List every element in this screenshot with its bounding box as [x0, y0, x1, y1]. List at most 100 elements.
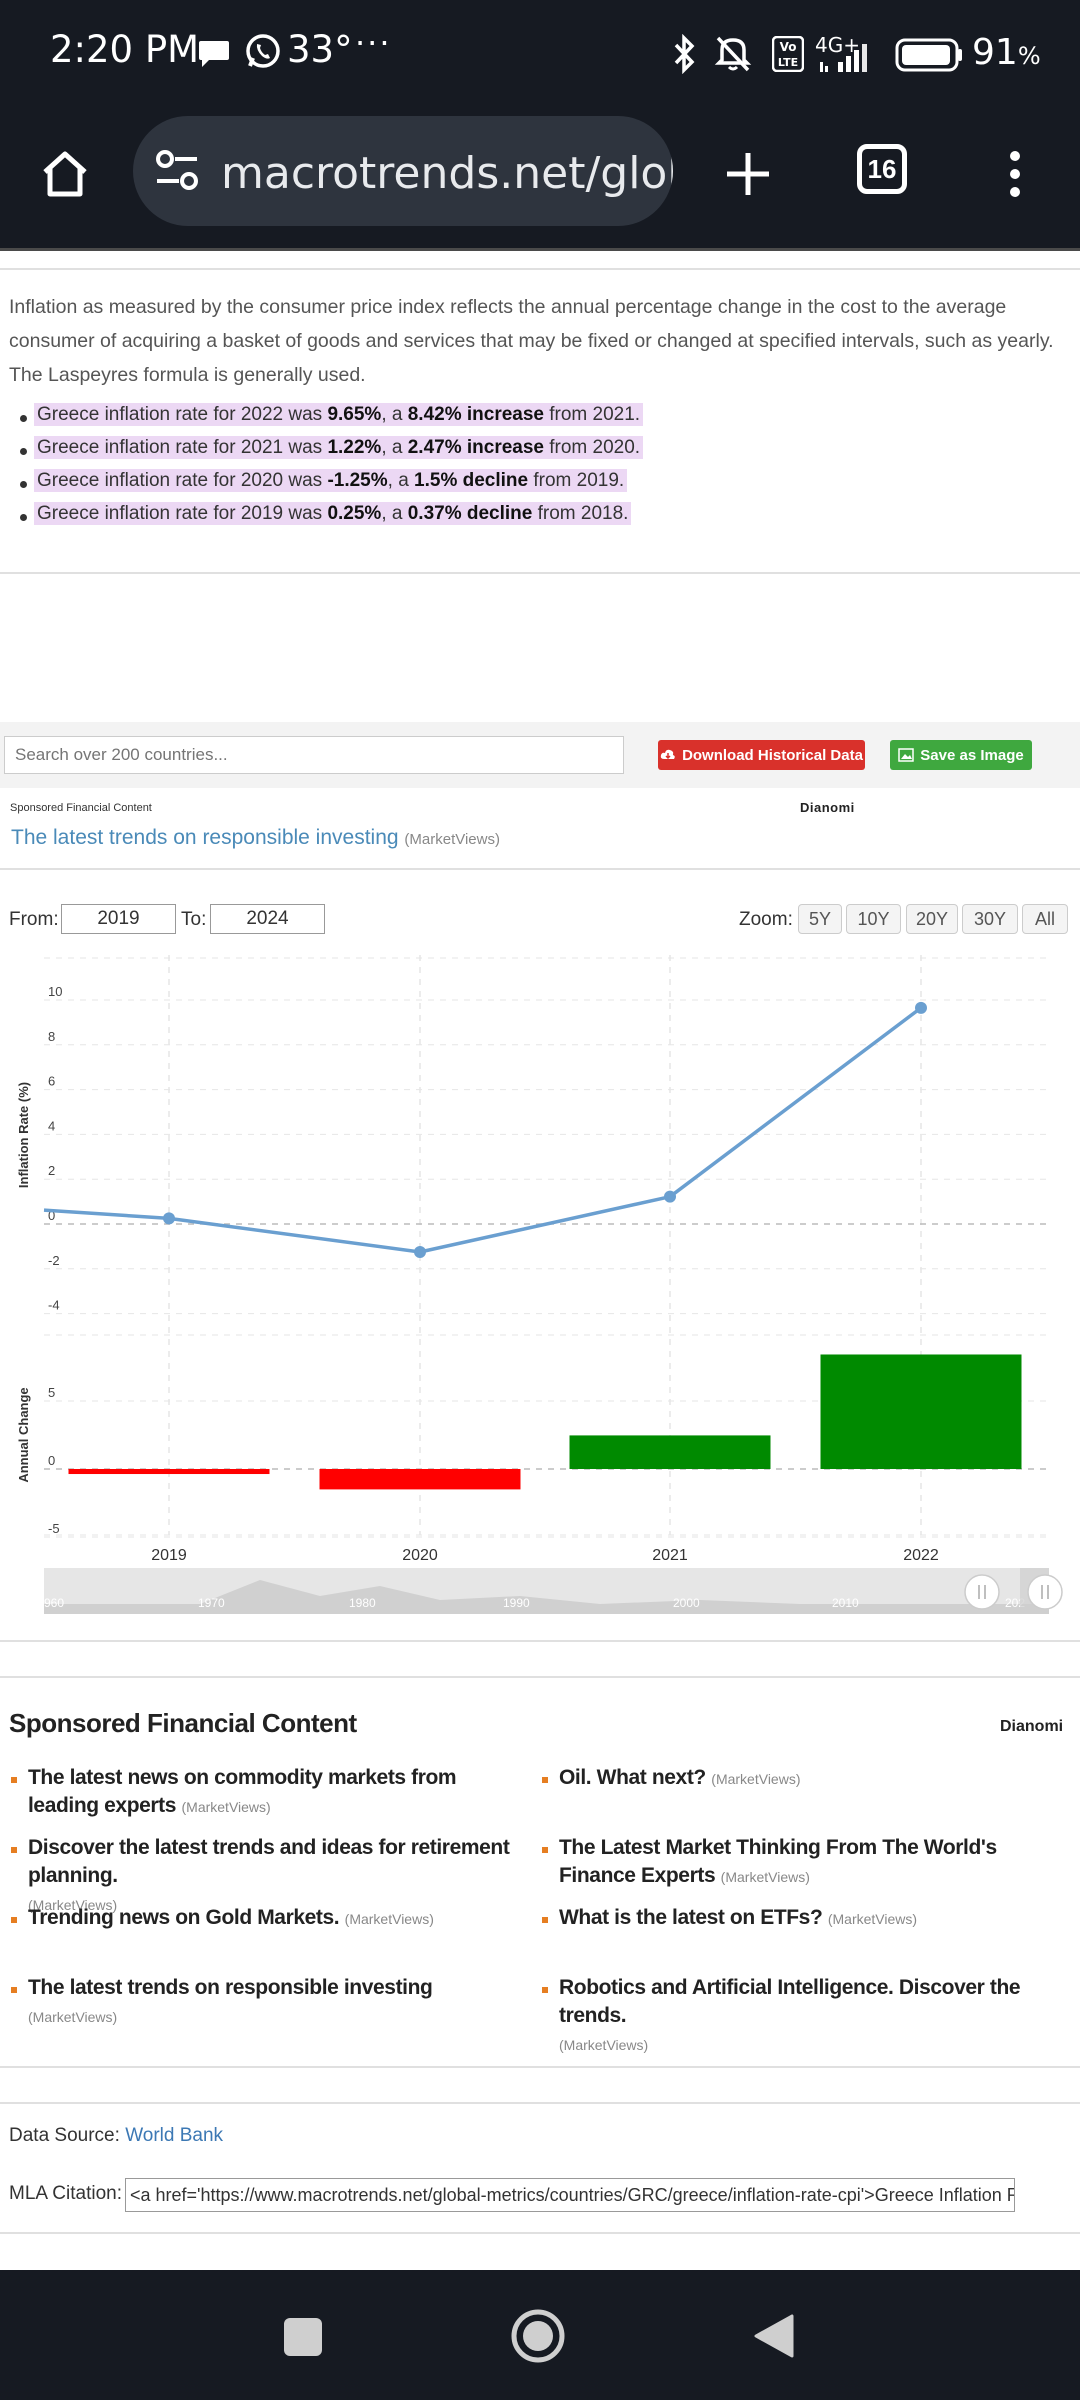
- search-toolbar: Download Historical Data Save as Image: [0, 722, 1080, 788]
- y-tick-label: 5: [48, 1385, 55, 1400]
- zoom-5y-button[interactable]: 5Y: [798, 904, 842, 934]
- fact-item: Greece inflation rate for 2019 was 0.25%…: [19, 502, 643, 536]
- section-divider: [0, 2232, 1080, 2234]
- navigator-year-label: 2010: [832, 1596, 859, 1610]
- signal-icon: [817, 44, 867, 72]
- sponsored-item[interactable]: What is the latest on ETFs? (MarketViews…: [542, 1904, 1049, 1933]
- zoom-label: Zoom:: [739, 909, 793, 930]
- status-temperature: 33°: [287, 28, 353, 71]
- navigator-handle-left[interactable]: [964, 1574, 1000, 1610]
- bluetooth-icon: [674, 34, 695, 74]
- sponsored-item[interactable]: The latest news on commodity markets fro…: [11, 1764, 518, 1821]
- battery-percent: 91%: [972, 32, 1041, 73]
- section-divider: [0, 868, 1080, 870]
- fact-item: Greece inflation rate for 2021 was 1.22%…: [19, 436, 644, 470]
- toolbar-divider: [0, 248, 1080, 251]
- dianomi-logo[interactable]: Dianomi: [800, 800, 855, 815]
- data-point[interactable]: [664, 1190, 676, 1203]
- x-tick-label: 2022: [903, 1547, 939, 1564]
- tab-switcher-button[interactable]: 16: [857, 144, 907, 194]
- y-tick-label: 2: [48, 1163, 55, 1178]
- intro-paragraph: Inflation as measured by the consumer pr…: [9, 296, 1054, 386]
- mla-citation-field[interactable]: <a href='https://www.macrotrends.net/glo…: [125, 2178, 1015, 2212]
- data-point[interactable]: [414, 1246, 426, 1258]
- y-tick-label: 0: [48, 1453, 55, 1468]
- system-nav-bar: [0, 2270, 1080, 2400]
- annual-change-bar[interactable]: [319, 1469, 521, 1490]
- status-time: 2:20 PM: [50, 28, 200, 71]
- sponsored-link[interactable]: The latest trends on responsible investi…: [11, 826, 500, 849]
- sponsored-item[interactable]: The latest trends on responsible investi…: [11, 1974, 518, 2031]
- y-tick-label: -2: [48, 1253, 60, 1268]
- mla-citation-label: MLA Citation:: [9, 2183, 122, 2204]
- section-divider: [0, 1676, 1080, 1678]
- network-type: 4G+: [815, 33, 860, 57]
- y-tick-label: 8: [48, 1029, 55, 1044]
- annual-change-bar[interactable]: [68, 1469, 270, 1475]
- sponsored-item[interactable]: Discover the latest trends and ideas for…: [11, 1834, 518, 1919]
- data-point[interactable]: [915, 1001, 927, 1014]
- y-axis-label: Inflation Rate (%): [16, 1082, 31, 1188]
- to-year-input[interactable]: 2024: [210, 904, 325, 934]
- zoom-10y-button[interactable]: 10Y: [846, 904, 901, 934]
- navigator-series: [44, 1580, 1049, 1614]
- annual-change-bar[interactable]: [569, 1435, 771, 1469]
- y-tick-label: -5: [48, 1521, 60, 1536]
- zoom-all-button[interactable]: All: [1022, 904, 1068, 934]
- url-text[interactable]: macrotrends.net/global-metrics/countries…: [221, 148, 673, 199]
- inflation-facts-list: Greece inflation rate for 2022 was 9.65%…: [19, 403, 644, 536]
- zoom-20y-button[interactable]: 20Y: [906, 904, 958, 934]
- menu-button[interactable]: [980, 139, 1050, 209]
- navigator-year-label: 1970: [198, 1596, 225, 1610]
- triangle-back-icon[interactable]: [752, 2312, 796, 2360]
- annual-change-bar[interactable]: [820, 1354, 1022, 1469]
- section-divider: [0, 1640, 1080, 1642]
- image-icon: [898, 748, 915, 762]
- cloud-download-icon: [660, 749, 675, 760]
- whatsapp-icon: [246, 34, 280, 68]
- y-tick-label: 6: [48, 1074, 55, 1089]
- navigator-year-label: 2000: [673, 1596, 700, 1610]
- download-historical-data-button[interactable]: Download Historical Data: [658, 740, 865, 770]
- from-label: From:: [9, 909, 59, 930]
- browser-toolbar: macrotrends.net/global-metrics/countries…: [0, 104, 1080, 248]
- from-year-input[interactable]: 2019: [61, 904, 176, 934]
- square-icon[interactable]: [280, 2314, 326, 2360]
- plus-icon: [727, 153, 769, 195]
- section-divider: [0, 572, 1080, 574]
- tune-icon[interactable]: [153, 148, 203, 194]
- home-icon: [43, 151, 87, 197]
- chat-bubble-icon: [199, 41, 229, 67]
- dianomi-logo[interactable]: Dianomi: [1000, 1718, 1064, 1735]
- x-tick-label: 2020: [402, 1547, 438, 1564]
- svg-text:LTE: LTE: [778, 56, 798, 69]
- circle-icon[interactable]: [508, 2306, 568, 2366]
- save-as-image-button[interactable]: Save as Image: [890, 740, 1032, 770]
- sponsored-item[interactable]: Oil. What next? (MarketViews): [542, 1764, 1049, 1793]
- navigator-year-label: 1980: [349, 1596, 376, 1610]
- sponsored-item[interactable]: Robotics and Artificial Intelligence. Di…: [542, 1974, 1049, 2059]
- fact-item: Greece inflation rate for 2020 was -1.25…: [19, 469, 643, 503]
- home-button[interactable]: [30, 139, 100, 209]
- url-bar[interactable]: macrotrends.net/global-metrics/countries…: [133, 116, 673, 226]
- more-vert-icon: [1010, 151, 1020, 197]
- mute-bell-icon: [714, 36, 752, 72]
- x-tick-label: 2021: [652, 1547, 688, 1564]
- y-tick-label: 0: [48, 1208, 55, 1223]
- svg-text:Vo: Vo: [780, 40, 797, 54]
- sponsored-item[interactable]: The Latest Market Thinking From The Worl…: [542, 1834, 1049, 1891]
- tab-count: 16: [867, 153, 897, 184]
- x-tick-label: 2019: [151, 1547, 187, 1564]
- sponsored-item[interactable]: Trending news on Gold Markets. (MarketVi…: [11, 1904, 518, 1933]
- navigator-handle-right[interactable]: [1027, 1574, 1063, 1610]
- data-point[interactable]: [163, 1212, 175, 1225]
- navigator-year-label: 960: [44, 1596, 64, 1610]
- world-bank-link[interactable]: World Bank: [125, 2125, 224, 2146]
- y-tick-label: 10: [48, 984, 62, 999]
- new-tab-button[interactable]: [713, 139, 783, 209]
- data-source: Data Source: World Bank: [9, 2125, 224, 2146]
- country-search-input[interactable]: [4, 736, 624, 774]
- zoom-30y-button[interactable]: 30Y: [962, 904, 1018, 934]
- y-axis-label: Annual Change: [16, 1387, 31, 1482]
- sponsored-label: Sponsored Financial Content: [10, 802, 152, 814]
